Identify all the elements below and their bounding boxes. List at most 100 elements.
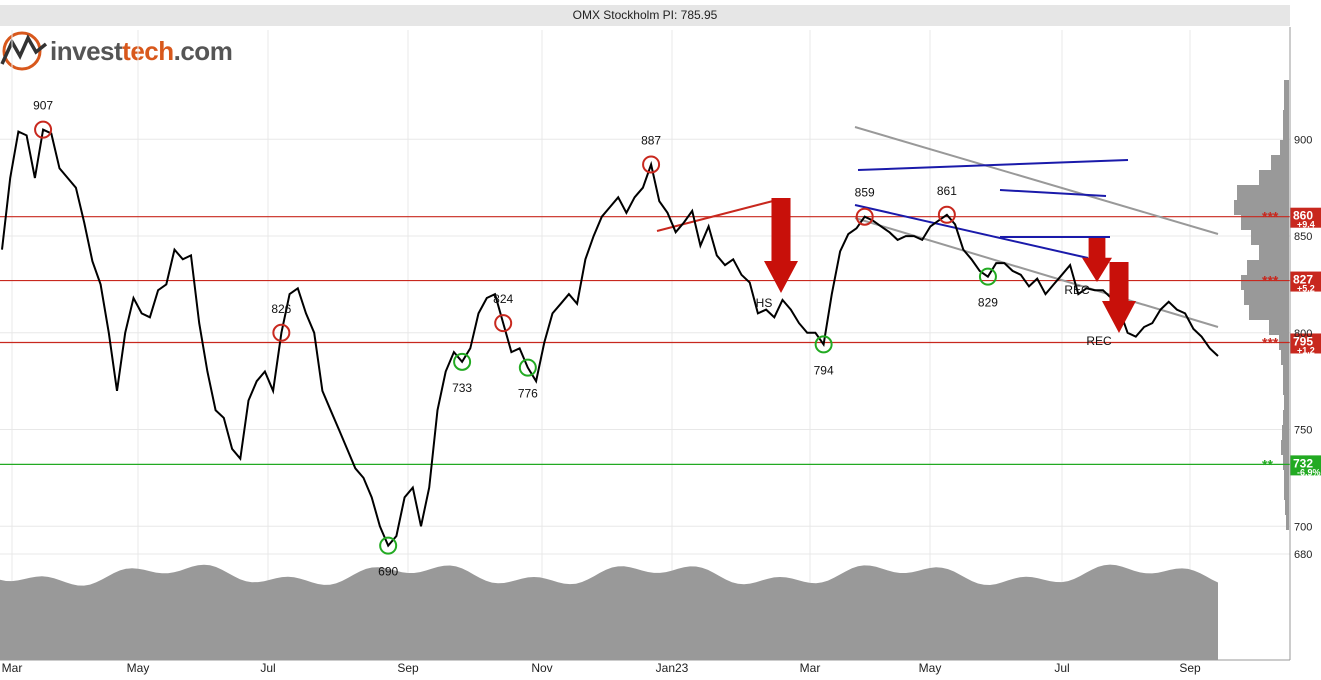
peak-marker-859 xyxy=(855,207,874,226)
histogram-bar-7 xyxy=(1237,185,1289,200)
peak-label-690: 690 xyxy=(378,565,398,579)
x-tick-5: Jan23 xyxy=(656,661,689,675)
logo-text-main: invest xyxy=(50,35,123,66)
histogram-bar-25 xyxy=(1283,455,1289,470)
histogram-bar-1 xyxy=(1284,95,1289,110)
y-tick-700: 700 xyxy=(1294,521,1312,533)
level-badge-860 xyxy=(1290,207,1321,228)
histogram-bar-8 xyxy=(1234,200,1289,215)
histogram-bar-16 xyxy=(1269,320,1289,335)
x-tick-4: Nov xyxy=(531,661,552,675)
x-tick-7: May xyxy=(919,661,942,675)
level-value-732: 732 xyxy=(1293,456,1313,470)
y-tick-800: 800 xyxy=(1294,328,1312,340)
y-tick-850: 850 xyxy=(1294,231,1312,243)
signal-arrow-1 xyxy=(1082,238,1112,282)
volume-area xyxy=(0,564,1218,660)
pattern-line-rec1 xyxy=(999,189,1107,197)
histogram-bar-19 xyxy=(1283,365,1289,380)
histogram-bar-15 xyxy=(1249,305,1289,320)
y-tick-750: 750 xyxy=(1294,425,1312,437)
peak-label-887: 887 xyxy=(641,133,661,147)
pattern-line-hs xyxy=(656,200,774,232)
level-stars-732: ** xyxy=(1262,456,1273,472)
peak-label-861: 861 xyxy=(937,184,957,198)
histogram-bar-5 xyxy=(1271,155,1289,170)
histogram-bar-29 xyxy=(1286,515,1289,530)
x-tick-6: Mar xyxy=(800,661,821,675)
histogram-bar-22 xyxy=(1283,410,1289,425)
peak-label-794: 794 xyxy=(814,363,834,377)
signal-arrow-0 xyxy=(764,198,798,293)
logo-text-accent: tech xyxy=(122,35,174,66)
peak-marker-794 xyxy=(814,335,833,354)
peak-marker-733 xyxy=(453,352,472,371)
level-pct-827: +5.2 xyxy=(1297,284,1315,294)
peak-marker-887 xyxy=(642,155,661,174)
logo-text-suffix: .com xyxy=(173,35,233,66)
peak-markers: 907 826 733 690 824 776 887 794 859 861 829 xyxy=(33,99,998,579)
x-tick-2: Jul xyxy=(260,661,275,675)
peak-label-733: 733 xyxy=(452,381,472,395)
histogram-bar-13 xyxy=(1241,275,1289,290)
peak-marker-907 xyxy=(34,120,53,139)
peak-label-824: 824 xyxy=(493,292,513,306)
peak-label-907: 907 xyxy=(33,99,53,113)
support-resistance-levels: *** 860+9.4 *** 827+5.2 *** 795+1.2 ** 732-6.9% xyxy=(0,207,1321,477)
histogram-bar-12 xyxy=(1247,260,1289,275)
histogram-bar-24 xyxy=(1281,440,1289,455)
histogram-bar-10 xyxy=(1251,230,1289,245)
signal-arrows: HS REC REC xyxy=(756,198,1136,348)
pattern-line-top xyxy=(857,159,1129,171)
axes: 680 700 750 800 850 900 Mar May Jul Sep Nov Jan23 Ma… xyxy=(0,27,1312,675)
trend-lower xyxy=(854,217,1219,328)
histogram-bar-14 xyxy=(1244,290,1289,305)
price-series-line xyxy=(1,128,1219,548)
trend-upper xyxy=(854,126,1219,235)
level-badge-795 xyxy=(1290,333,1321,354)
peak-marker-824 xyxy=(494,314,513,333)
peak-marker-829 xyxy=(978,267,997,286)
histogram-bar-27 xyxy=(1284,485,1289,500)
peak-marker-690 xyxy=(379,536,398,555)
x-tick-3: Sep xyxy=(397,661,419,675)
peak-label-859: 859 xyxy=(855,186,875,200)
histogram-bar-2 xyxy=(1283,110,1289,125)
histogram-bar-20 xyxy=(1283,380,1289,395)
level-badge-827 xyxy=(1290,271,1321,292)
peak-marker-861 xyxy=(937,205,956,224)
x-tick-1: May xyxy=(127,661,150,675)
logo-mark-icon xyxy=(0,31,48,71)
y-tick-900: 900 xyxy=(1294,134,1312,146)
price-line xyxy=(1,128,1219,548)
level-value-795: 795 xyxy=(1293,334,1313,348)
histogram-bar-26 xyxy=(1284,470,1289,485)
histogram-bar-23 xyxy=(1282,425,1289,440)
histogram-bar-11 xyxy=(1259,245,1289,260)
histogram-bar-6 xyxy=(1259,170,1289,185)
volume-profile xyxy=(1234,80,1289,530)
level-stars-795: *** xyxy=(1262,334,1279,350)
histogram-bar-4 xyxy=(1280,140,1289,155)
pattern-line-mid xyxy=(854,204,1089,259)
trend-channel xyxy=(854,126,1219,328)
histogram-bar-9 xyxy=(1241,215,1289,230)
level-pct-795: +1.2 xyxy=(1297,345,1315,355)
chart-title: OMX Stockholm PI: 785.95 xyxy=(0,5,1290,26)
peak-marker-826 xyxy=(272,323,291,342)
signal-label-1: REC xyxy=(1064,283,1090,297)
x-tick-8: Jul xyxy=(1054,661,1069,675)
peak-label-776: 776 xyxy=(518,387,538,401)
y-tick-680: 680 xyxy=(1294,549,1312,561)
peak-marker-776 xyxy=(518,358,537,377)
signal-arrow-2 xyxy=(1102,262,1136,333)
level-badge-732 xyxy=(1290,455,1321,476)
histogram-bar-18 xyxy=(1281,350,1289,365)
histogram-bar-3 xyxy=(1283,125,1289,140)
histogram-bar-0 xyxy=(1284,80,1289,95)
level-pct-860: +9.4 xyxy=(1297,220,1315,230)
x-tick-0: Mar xyxy=(2,661,23,675)
histogram-bar-21 xyxy=(1284,395,1289,410)
level-stars-860: *** xyxy=(1262,209,1279,225)
